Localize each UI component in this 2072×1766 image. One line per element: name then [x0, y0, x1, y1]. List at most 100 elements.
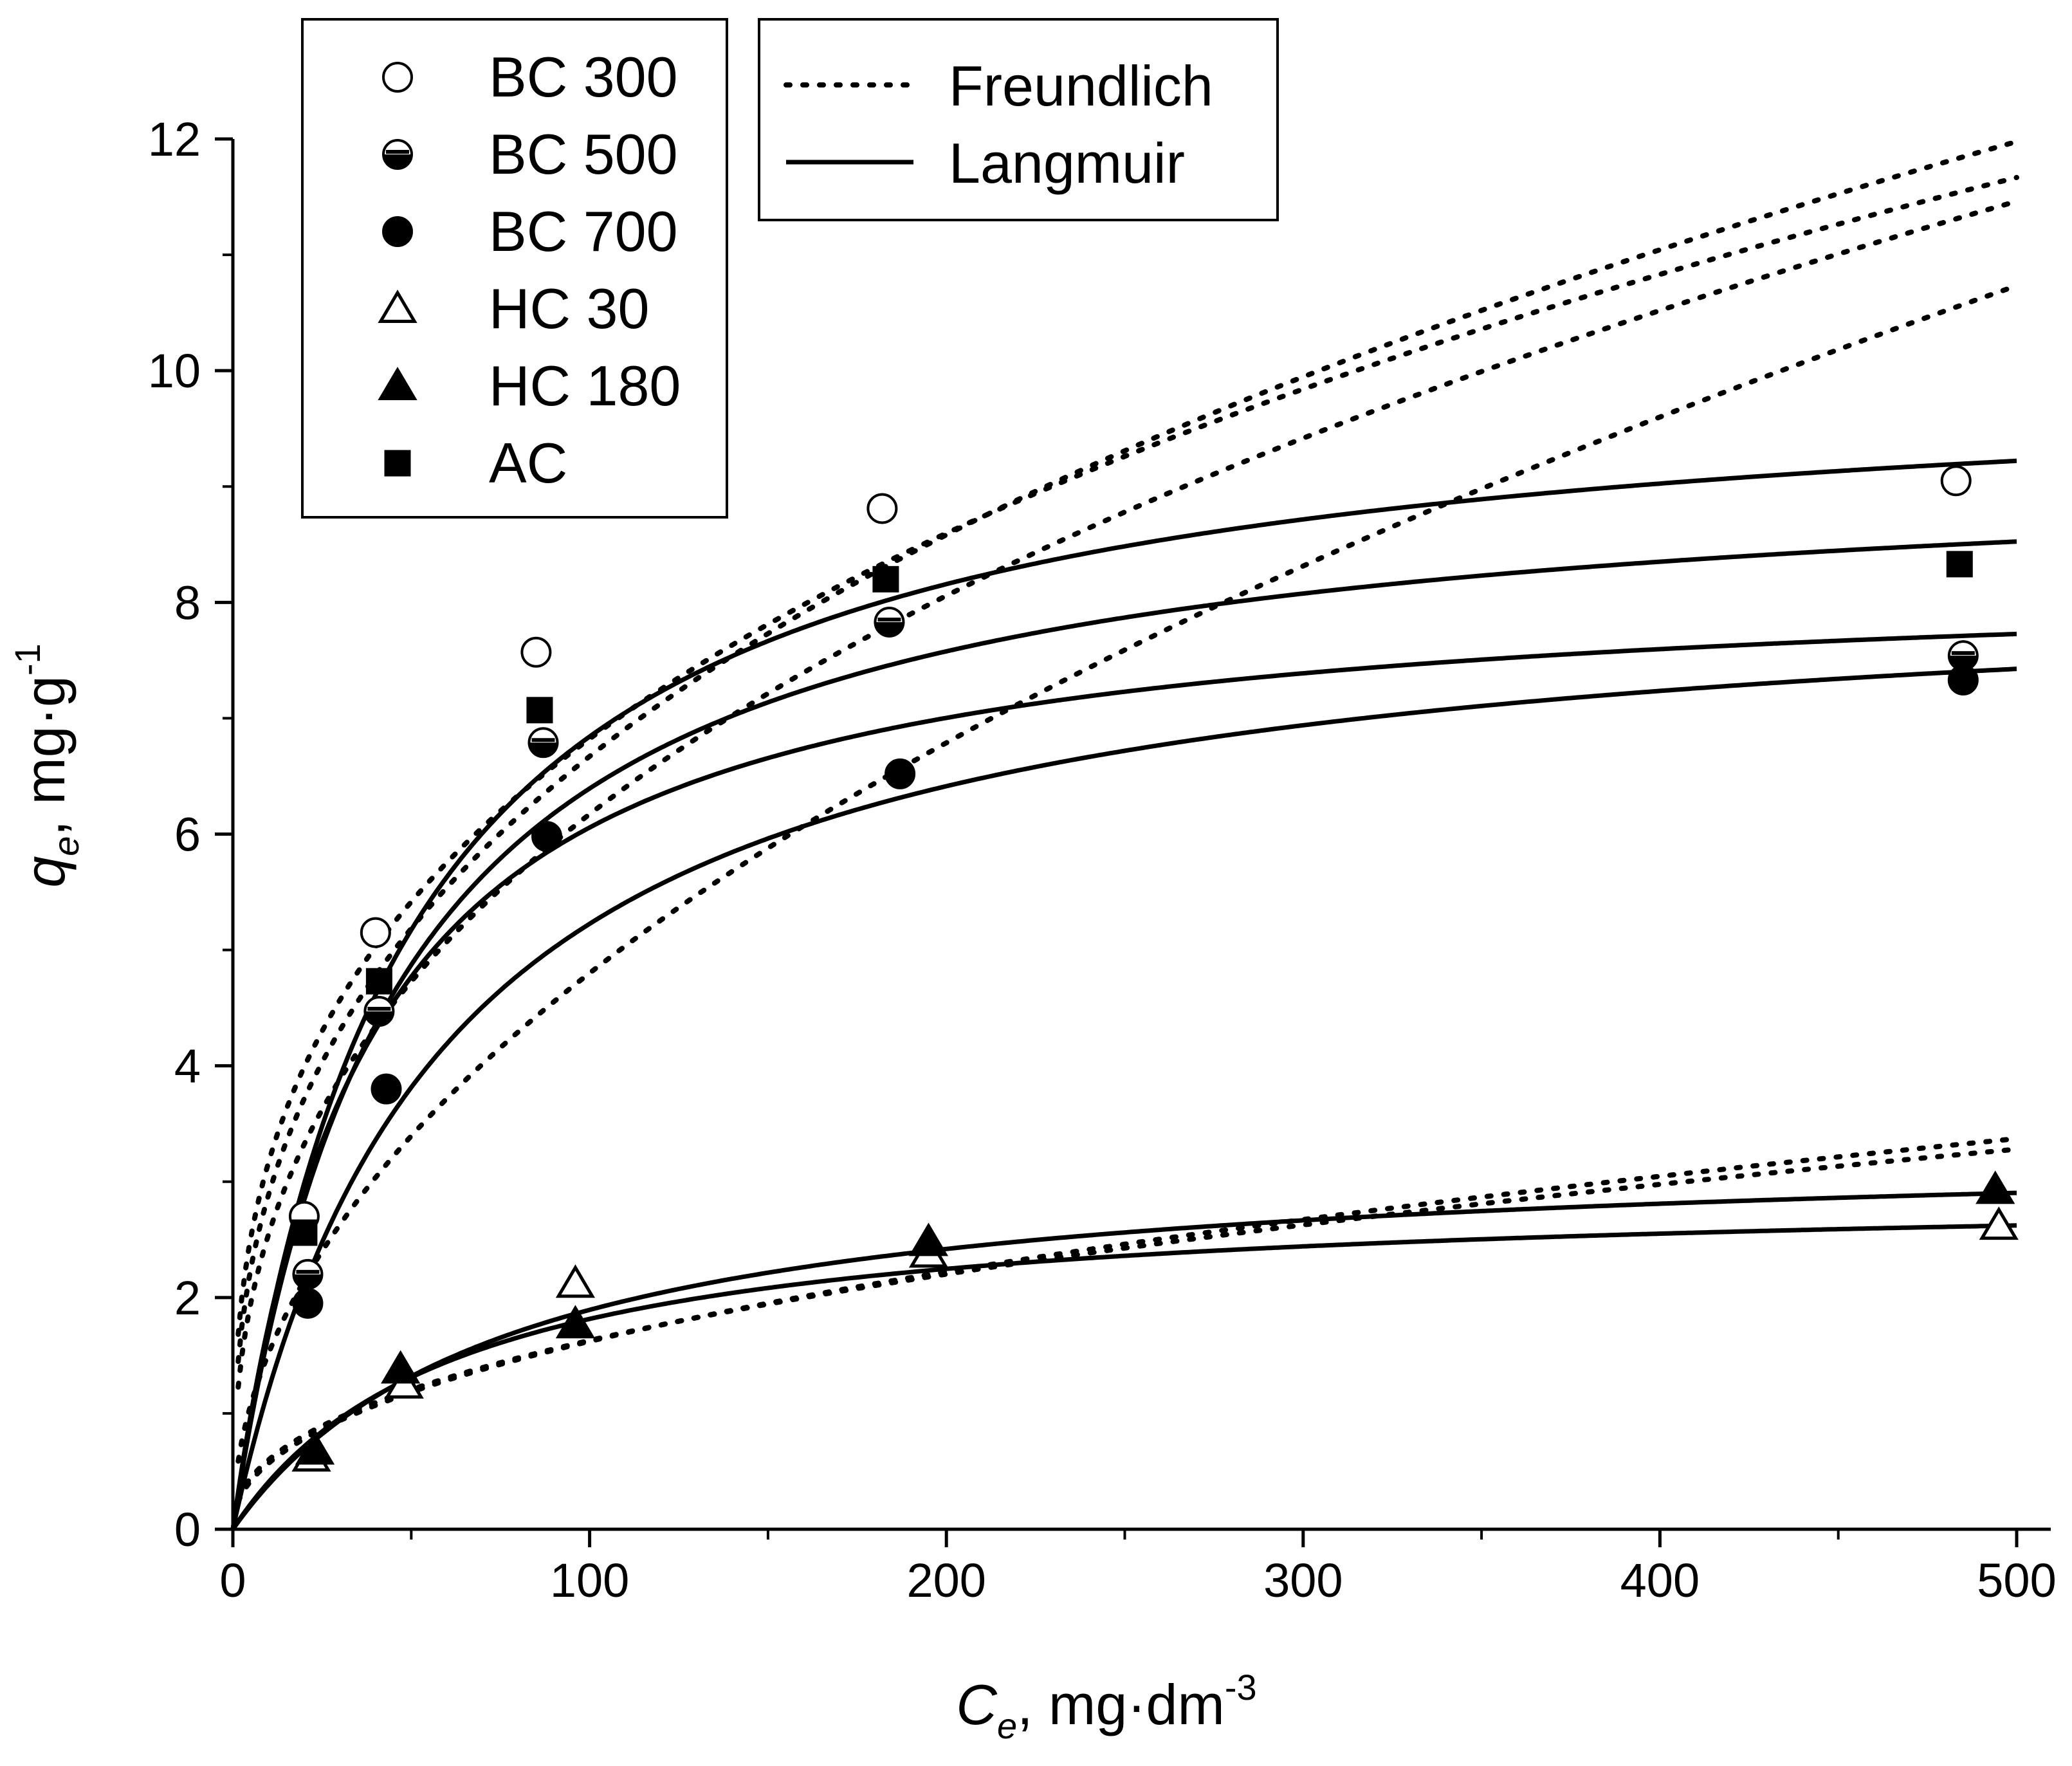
legend-label-bc500: BC 500 — [489, 122, 678, 186]
data-point-hc180 — [908, 1222, 949, 1256]
data-point-hc30 — [555, 1264, 596, 1298]
langmuir-curve-hc30 — [231, 1223, 2017, 1531]
data-point-bc300 — [520, 636, 552, 668]
data-point-hc180 — [555, 1305, 596, 1339]
marker-shape — [555, 1264, 596, 1298]
legend-marker-bc300 — [382, 62, 413, 93]
marker-shape — [292, 1287, 324, 1319]
data-point-hc30 — [1979, 1206, 2019, 1240]
data-point-bc300 — [360, 917, 391, 948]
data-point-bc500 — [527, 727, 559, 759]
marker-shape — [520, 636, 552, 668]
marker-shape — [526, 697, 553, 724]
langmuir-curve-hc180 — [231, 1190, 2017, 1531]
legend-series: BC 300 BC 500 BC 700 HC 30 HC 180 AC — [301, 18, 728, 519]
x-tick-label: 500 — [1977, 1554, 2056, 1607]
x-tick-label: 0 — [219, 1554, 246, 1607]
data-point-bc700 — [531, 821, 563, 852]
data-point-hc180 — [1976, 1170, 2015, 1204]
langmuir-curve-ac — [230, 539, 2017, 1530]
marker-shape — [291, 1219, 318, 1246]
data-point-bc700 — [1947, 664, 1979, 695]
y-tick-label: 8 — [174, 576, 201, 629]
marker-shape — [295, 1431, 335, 1465]
x-axis-title: Ce, mg·dm-3 — [956, 1667, 1256, 1746]
legend-marker-bc700 — [382, 216, 413, 247]
marker-shape — [371, 1073, 402, 1105]
marker-shape — [885, 758, 916, 789]
y-tick-label: 6 — [174, 808, 201, 861]
legend-marker-bc500 — [382, 139, 413, 170]
data-point-hc180 — [381, 1350, 421, 1384]
legend-series-markers — [378, 62, 417, 477]
langmuir-curve-bc300 — [230, 458, 2017, 1530]
x-tick-label: 100 — [550, 1554, 629, 1607]
marker-shape — [1946, 551, 1973, 578]
data-point-ac — [291, 1219, 318, 1246]
model-curves — [230, 139, 2019, 1531]
y-tick-label: 0 — [174, 1503, 201, 1556]
langmuir-curve-bc500 — [230, 631, 2017, 1530]
data-point-ac — [526, 697, 553, 724]
data-point-bc500 — [874, 606, 905, 638]
data-point-bc700 — [885, 758, 916, 789]
marker-shape — [872, 566, 899, 593]
langmuir-curve-bc700 — [230, 667, 2017, 1530]
x-tick-label: 400 — [1620, 1554, 1700, 1607]
marker-half-fill — [365, 1011, 394, 1026]
axes: 0 100 200 300 400 500 0 2 4 6 8 10 12 — [148, 113, 2057, 1607]
legend-models: Freundlich Langmuir — [758, 18, 1279, 221]
marker-shape — [531, 821, 563, 852]
marker-shape — [908, 1222, 949, 1256]
y-tick-label: 10 — [148, 344, 201, 398]
data-point-bc500 — [292, 1258, 324, 1290]
marker-shape — [378, 367, 417, 400]
marker-shape — [555, 1305, 596, 1339]
legend-label-freundlich: Freundlich — [949, 54, 1213, 118]
marker-shape — [381, 1350, 421, 1384]
x-tick-label: 300 — [1263, 1554, 1343, 1607]
legend-marker-ac — [384, 450, 411, 477]
marker-half-fill — [293, 1274, 322, 1289]
marker-shape — [1940, 465, 1972, 497]
y-tick-label: 2 — [174, 1271, 201, 1325]
legend-models-box — [758, 18, 1279, 221]
marker-shape — [1979, 1206, 2019, 1240]
data-point-hc180 — [295, 1431, 335, 1465]
legend-label-langmuir: Langmuir — [949, 131, 1185, 195]
data-point-bc500 — [363, 996, 395, 1027]
marker-shape — [1947, 664, 1979, 695]
marker-shape — [378, 290, 417, 323]
y-tick-label: 12 — [148, 113, 201, 166]
marker-shape — [382, 216, 413, 247]
y-tick-label: 4 — [174, 1040, 201, 1093]
data-point-ac — [365, 968, 392, 995]
x-tick-label: 200 — [906, 1554, 986, 1607]
data-point-ac — [1946, 551, 1973, 578]
freundlich-curve-bc500 — [235, 139, 2019, 1365]
marker-half-fill — [383, 154, 412, 169]
legend-label-bc300: BC 300 — [489, 45, 678, 109]
legend-label-hc180: HC 180 — [489, 354, 681, 418]
marker-shape — [1976, 1170, 2015, 1204]
legend-series-box — [301, 18, 728, 519]
marker-shape — [382, 62, 413, 93]
data-point-bc700 — [292, 1287, 324, 1319]
data-point-bc300 — [866, 493, 898, 524]
marker-shape — [866, 493, 898, 524]
marker-shape — [384, 450, 411, 477]
marker-shape — [365, 968, 392, 995]
legend-label-ac: AC — [489, 431, 567, 495]
data-points — [288, 465, 2019, 1472]
legend-marker-hc180 — [378, 367, 417, 400]
marker-shape — [360, 917, 391, 948]
y-axis-title: qe, mg·g-1 — [7, 643, 86, 887]
data-point-bc700 — [371, 1073, 402, 1105]
marker-half-fill — [875, 621, 904, 636]
freundlich-curve-hc180 — [235, 1136, 2019, 1504]
freundlich-curve-ac — [235, 174, 2019, 1337]
legend-marker-hc30 — [378, 290, 417, 323]
freundlich-curve-bc700 — [235, 283, 2019, 1464]
legend-label-bc700: BC 700 — [489, 199, 678, 263]
marker-half-fill — [529, 742, 558, 757]
